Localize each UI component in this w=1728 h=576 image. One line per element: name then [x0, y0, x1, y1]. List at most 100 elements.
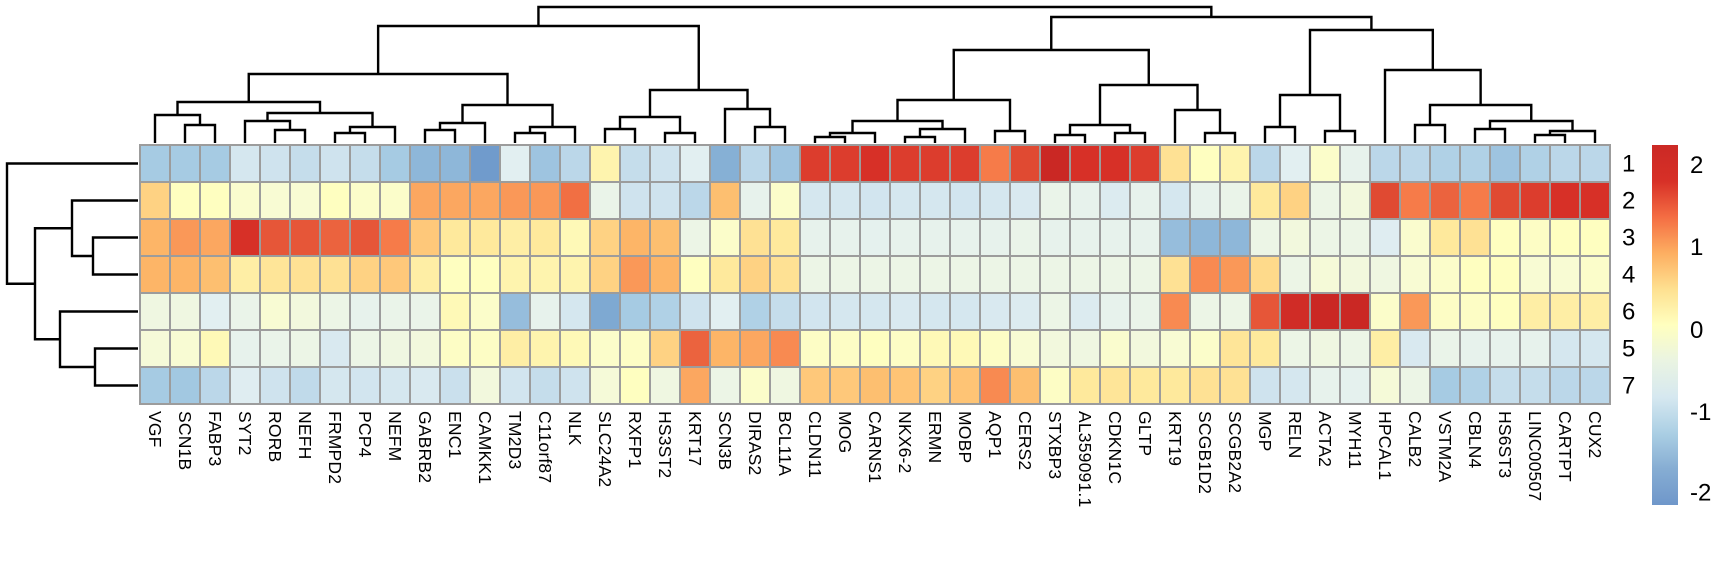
dendrogram-branch	[70, 199, 138, 258]
heatmap-cell	[679, 366, 711, 405]
heatmap-cell	[1459, 218, 1491, 257]
column-label: VGF	[145, 411, 165, 448]
heatmap-cell	[889, 329, 921, 368]
dendrogram-branch	[1473, 127, 1507, 143]
heatmap-cell	[559, 144, 591, 183]
heatmap-cell	[439, 181, 471, 220]
heatmap-cell	[919, 181, 951, 220]
column-label: SCN3B	[715, 411, 735, 470]
heatmap-cell	[1309, 255, 1341, 294]
heatmap-cell	[649, 329, 681, 368]
heatmap-cell	[1579, 366, 1611, 405]
column-label: SCGB1D2	[1195, 411, 1215, 494]
column-label: CLDN11	[805, 411, 825, 478]
heatmap-cell	[739, 144, 771, 183]
heatmap-cell	[409, 329, 441, 368]
column-label: VSTM2A	[1435, 411, 1455, 482]
heatmap-cell	[1129, 255, 1161, 294]
heatmap-cell	[889, 218, 921, 257]
heatmap-cell	[769, 181, 801, 220]
heatmap-cell	[1339, 292, 1371, 331]
dendrogram-branch	[333, 131, 367, 143]
heatmap-cell	[1549, 181, 1581, 220]
heatmap-cell	[1279, 218, 1311, 257]
heatmap-cell	[1579, 144, 1611, 183]
heatmap-cell	[469, 144, 501, 183]
heatmap-cell	[829, 292, 861, 331]
heatmap-cell	[559, 181, 591, 220]
heatmap-cell	[319, 218, 351, 257]
heatmap-cell	[1579, 329, 1611, 368]
heatmap-cell	[1549, 144, 1581, 183]
heatmap-cell	[1249, 144, 1281, 183]
heatmap-cell	[1159, 255, 1191, 294]
dendrogram-branch	[423, 128, 457, 143]
heatmap-cell	[1009, 144, 1041, 183]
dendrogram-branch	[438, 121, 487, 143]
heatmap-cell	[589, 144, 621, 183]
dendrogram-branch	[273, 128, 307, 143]
heatmap-cell	[739, 329, 771, 368]
heatmap-cell	[949, 181, 981, 220]
heatmap-cell	[1069, 366, 1101, 405]
heatmap-cell	[259, 329, 291, 368]
heatmap-cell	[589, 329, 621, 368]
column-label: GABRB2	[415, 411, 435, 483]
heatmap-cell	[169, 181, 201, 220]
heatmap-cell	[1519, 144, 1551, 183]
heatmap-cell	[1549, 218, 1581, 257]
heatmap-cell	[1189, 366, 1221, 405]
color-legend: 2 1 0 -1 -2	[1652, 145, 1711, 506]
dendrogram-branch	[813, 135, 847, 143]
heatmap-cell	[1399, 366, 1431, 405]
column-label: FRMPD2	[325, 411, 345, 484]
heatmap-cell	[949, 255, 981, 294]
heatmap-cell	[1159, 181, 1191, 220]
heatmap-cell	[1489, 181, 1521, 220]
heatmap-cell	[1369, 181, 1401, 220]
dendrogram-branch	[1098, 83, 1199, 125]
heatmap-cell	[1519, 329, 1551, 368]
heatmap-cell	[349, 366, 381, 405]
dendrogram-branch	[1533, 133, 1567, 143]
heatmap-cell	[769, 255, 801, 294]
legend-tick-label: 0	[1690, 317, 1703, 344]
heatmap-cell	[589, 366, 621, 405]
dendrogram-branch	[1278, 93, 1342, 131]
heatmap-cell	[349, 218, 381, 257]
heatmap-cell	[769, 366, 801, 405]
heatmap-cell	[1009, 181, 1041, 220]
legend-tick-label: -2	[1690, 479, 1711, 506]
heatmap-grid	[139, 144, 1611, 405]
heatmap-cell	[409, 255, 441, 294]
heatmap-cell	[1069, 329, 1101, 368]
heatmap-cell	[1579, 255, 1611, 294]
heatmap-cell	[169, 255, 201, 294]
heatmap-cell	[919, 144, 951, 183]
heatmap-cell	[889, 144, 921, 183]
heatmap-cell	[1309, 292, 1341, 331]
heatmap-cell	[499, 292, 531, 331]
heatmap-cell	[1489, 218, 1521, 257]
heatmap-cell	[229, 366, 261, 405]
heatmap-cell	[1099, 292, 1131, 331]
heatmap-cell	[1519, 218, 1551, 257]
heatmap-cell	[1399, 255, 1431, 294]
heatmap-cell	[709, 218, 741, 257]
dendrogram-branch	[993, 129, 1027, 143]
heatmap-cell	[379, 255, 411, 294]
column-label: RXFP1	[625, 411, 645, 468]
heatmap-cell	[1159, 144, 1191, 183]
heatmap-cell	[169, 218, 201, 257]
heatmap-cell	[529, 366, 561, 405]
heatmap-cell	[769, 292, 801, 331]
heatmap-cell	[1129, 181, 1161, 220]
heatmap-cell	[319, 366, 351, 405]
heatmap-cell	[559, 218, 591, 257]
heatmap-cell	[529, 181, 561, 220]
heatmap-cell	[1069, 181, 1101, 220]
heatmap-cell	[1039, 144, 1071, 183]
column-label: TM2D3	[505, 411, 525, 469]
column-label: SCGB2A2	[1225, 411, 1245, 493]
heatmap-cell	[739, 218, 771, 257]
